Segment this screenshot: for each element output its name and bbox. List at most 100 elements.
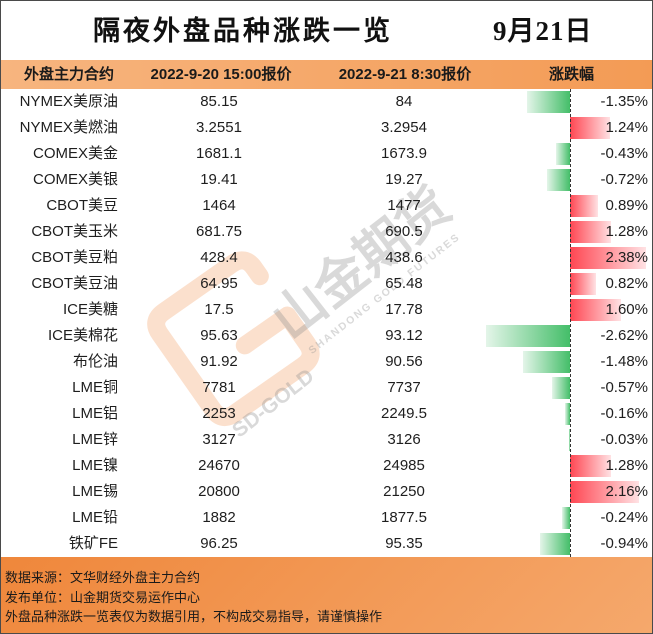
change-bar [539, 533, 570, 555]
change-pct: 2.38% [605, 249, 648, 266]
contract-name: LME铜 [72, 379, 118, 396]
footer-publisher: 发布单位：山金期货交易运作中心 [5, 589, 201, 605]
contract-name: 布伦油 [72, 353, 118, 370]
price-curr: 1477 [387, 197, 421, 214]
change-pct: -1.48% [600, 353, 648, 370]
price-prev: 1464 [202, 197, 236, 214]
contract-name: 铁矿FE [68, 535, 118, 552]
table-row: COMEX美银 19.41 19.27 -0.72% [1, 167, 652, 193]
price-curr: 3.2954 [381, 119, 427, 136]
change-bar [570, 299, 622, 321]
price-curr: 93.12 [385, 327, 423, 344]
change-pct: -2.62% [600, 327, 648, 344]
price-prev: 24670 [198, 457, 240, 474]
change-pct: -0.24% [600, 509, 648, 526]
table-row: COMEX美金 1681.1 1673.9 -0.43% [1, 141, 652, 167]
contract-name: LME锡 [72, 483, 118, 500]
change-pct: 1.28% [605, 457, 648, 474]
change-pct: -0.16% [600, 405, 648, 422]
header-price-curr: 2022-9-21 8:30报价 [338, 66, 472, 83]
price-curr: 1877.5 [381, 509, 427, 526]
table-row: LME镍 24670 24985 1.28% [1, 453, 652, 479]
table-row: LME铝 2253 2249.5 -0.16% [1, 401, 652, 427]
change-bar [570, 117, 610, 139]
report-date: 9月21日 [493, 16, 593, 46]
price-prev: 1882 [202, 509, 236, 526]
contract-name: CBOT美豆油 [31, 275, 118, 292]
table-row: LME铜 7781 7737 -0.57% [1, 375, 652, 401]
price-curr: 2249.5 [381, 405, 427, 422]
table-row: LME锌 3127 3126 -0.03% [1, 427, 652, 453]
change-pct: -0.57% [600, 379, 648, 396]
table-row: NYMEX美燃油 3.2551 3.2954 1.24% [1, 115, 652, 141]
contract-name: LME镍 [72, 457, 118, 474]
table-row: CBOT美豆粕 428.4 438.6 2.38% [1, 245, 652, 271]
table-row: 铁矿FE 96.25 95.35 -0.94% [1, 531, 652, 557]
price-prev: 1681.1 [196, 145, 242, 162]
change-bar [522, 351, 570, 373]
change-pct: -0.43% [600, 145, 648, 162]
contract-name: CBOT美豆 [46, 197, 118, 214]
contract-name: LME锌 [72, 431, 118, 448]
table-row: 布伦油 91.92 90.56 -1.48% [1, 349, 652, 375]
table-body: NYMEX美原油 85.15 84 -1.35% NYMEX美燃油 3.2551 3.295… [1, 89, 652, 557]
header-contract: 外盘主力合约 [23, 66, 114, 83]
table-row: CBOT美玉米 681.75 690.5 1.28% [1, 219, 652, 245]
contract-name: COMEX美金 [32, 145, 118, 162]
change-bar [570, 273, 597, 295]
price-curr: 3126 [387, 431, 421, 448]
contract-name: COMEX美银 [32, 171, 118, 188]
change-pct: 2.16% [605, 483, 648, 500]
table-row: LME铅 1882 1877.5 -0.24% [1, 505, 652, 531]
price-prev: 17.5 [204, 301, 234, 318]
price-curr: 19.27 [385, 171, 423, 188]
contract-name: ICE美棉花 [47, 327, 118, 344]
contract-name: LME铝 [72, 405, 118, 422]
contract-name: NYMEX美原油 [19, 93, 118, 110]
price-prev: 3.2551 [196, 119, 242, 136]
change-pct: 0.82% [605, 275, 648, 292]
table-row: CBOT美豆油 64.95 65.48 0.82% [1, 271, 652, 297]
price-prev: 85.15 [200, 93, 238, 110]
contract-name: LME铅 [72, 509, 118, 526]
price-curr: 90.56 [385, 353, 423, 370]
price-prev: 428.4 [200, 249, 238, 266]
table-row: CBOT美豆 1464 1477 0.89% [1, 193, 652, 219]
price-curr: 438.6 [385, 249, 423, 266]
change-bar [546, 169, 570, 191]
footer: 数据来源：文华财经外盘主力合约 发布单位：山金期货交易运作中心 外盘品种涨跌一览… [1, 557, 652, 633]
contract-name: NYMEX美燃油 [19, 119, 118, 136]
price-prev: 2253 [202, 405, 236, 422]
price-prev: 20800 [198, 483, 240, 500]
change-pct: -0.03% [600, 431, 648, 448]
page-title: 隔夜外盘品种涨跌一览 [93, 16, 393, 46]
header-price-prev: 2022-9-20 15:00报价 [150, 66, 292, 83]
change-bar [570, 195, 599, 217]
change-bar [570, 455, 611, 477]
change-pct: -0.72% [600, 171, 648, 188]
contract-name: ICE美糖 [62, 301, 118, 318]
change-pct: 1.24% [605, 119, 648, 136]
change-bar [570, 481, 640, 503]
change-bar [562, 507, 570, 529]
table-row: ICE美棉花 95.63 93.12 -2.62% [1, 323, 652, 349]
price-prev: 19.41 [200, 171, 238, 188]
price-prev: 3127 [202, 431, 236, 448]
change-axis-line [570, 89, 571, 557]
price-curr: 21250 [383, 483, 425, 500]
change-bar [564, 403, 570, 425]
change-pct: -0.94% [600, 535, 648, 552]
footer-disclaimer: 外盘品种涨跌一览表仅为数据引用，不构成交易指导，请谨慎操作 [5, 609, 383, 624]
header-change: 涨跌幅 [548, 66, 594, 83]
change-pct: 1.60% [605, 301, 648, 318]
price-prev: 64.95 [200, 275, 238, 292]
price-curr: 24985 [383, 457, 425, 474]
change-pct: -1.35% [600, 93, 648, 110]
table-row: LME锡 20800 21250 2.16% [1, 479, 652, 505]
price-prev: 96.25 [200, 535, 238, 552]
contract-name: CBOT美豆粕 [31, 249, 118, 266]
table-row: ICE美糖 17.5 17.78 1.60% [1, 297, 652, 323]
change-bar [569, 429, 570, 451]
footer-source: 数据来源：文华财经外盘主力合约 [5, 570, 201, 585]
